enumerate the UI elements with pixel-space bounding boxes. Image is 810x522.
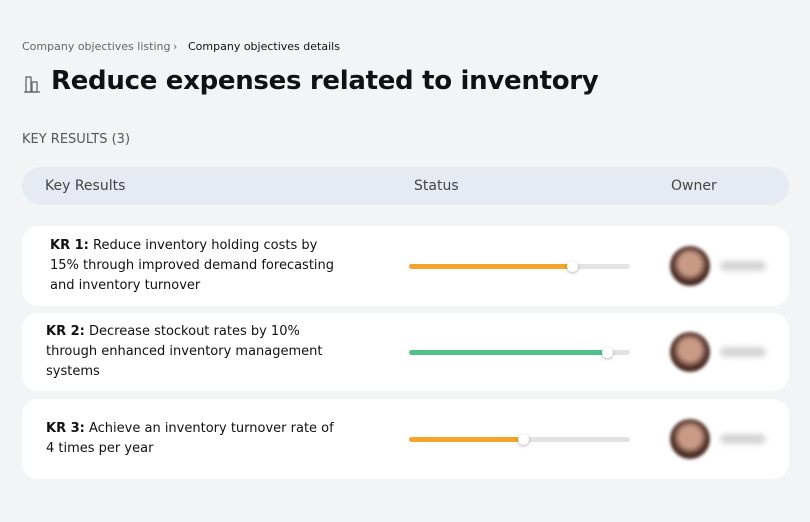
table-header: [22, 167, 789, 205]
owner-avatar: [670, 246, 710, 286]
section-label: KEY RESULTS (3): [22, 132, 131, 147]
key-result-text: KR 1: Reduce inventory holding costs by …: [50, 236, 350, 296]
breadcrumb-link[interactable]: Company objectives listing: [22, 40, 171, 53]
column-header: Key Results: [45, 178, 126, 194]
key-result-label: KR 2:: [46, 324, 85, 339]
column-header: Owner: [671, 178, 717, 194]
progress-track: [409, 434, 630, 445]
column-header: Status: [414, 178, 459, 194]
progress-knob: [518, 434, 530, 445]
owner-name-blurred: [720, 434, 766, 444]
key-result-card[interactable]: [22, 399, 789, 479]
key-result-label: KR 1:: [50, 238, 89, 253]
owner-avatar: [670, 332, 710, 372]
key-result-text: KR 2: Decrease stockout rates by 10% thr…: [46, 322, 346, 382]
key-result-card[interactable]: [22, 226, 789, 306]
progress-fill: [409, 437, 524, 442]
progress-knob: [602, 347, 614, 358]
breadcrumb-separator: ›: [173, 40, 178, 53]
key-result-text: KR 3: Achieve an inventory turnover rate…: [46, 419, 346, 459]
key-result-description: Reduce inventory holding costs by 15% th…: [50, 238, 335, 293]
owner-name-blurred: [720, 261, 766, 271]
key-result-description: Decrease stockout rates by 10% through e…: [46, 324, 323, 379]
key-result-description: Achieve an inventory turnover rate of 4 …: [46, 421, 334, 456]
breadcrumb-current: Company objectives details: [188, 40, 340, 53]
owner-avatar: [670, 419, 710, 459]
building-icon: [24, 76, 40, 93]
progress-knob: [567, 261, 579, 272]
page-title: Reduce expenses related to inventory: [51, 66, 599, 96]
owner-name-blurred: [720, 347, 766, 357]
progress-fill: [409, 264, 573, 269]
key-result-card[interactable]: [22, 313, 789, 391]
progress-fill: [409, 350, 608, 355]
progress-track: [409, 347, 630, 358]
key-result-label: KR 3:: [46, 421, 85, 436]
progress-track: [409, 261, 630, 272]
